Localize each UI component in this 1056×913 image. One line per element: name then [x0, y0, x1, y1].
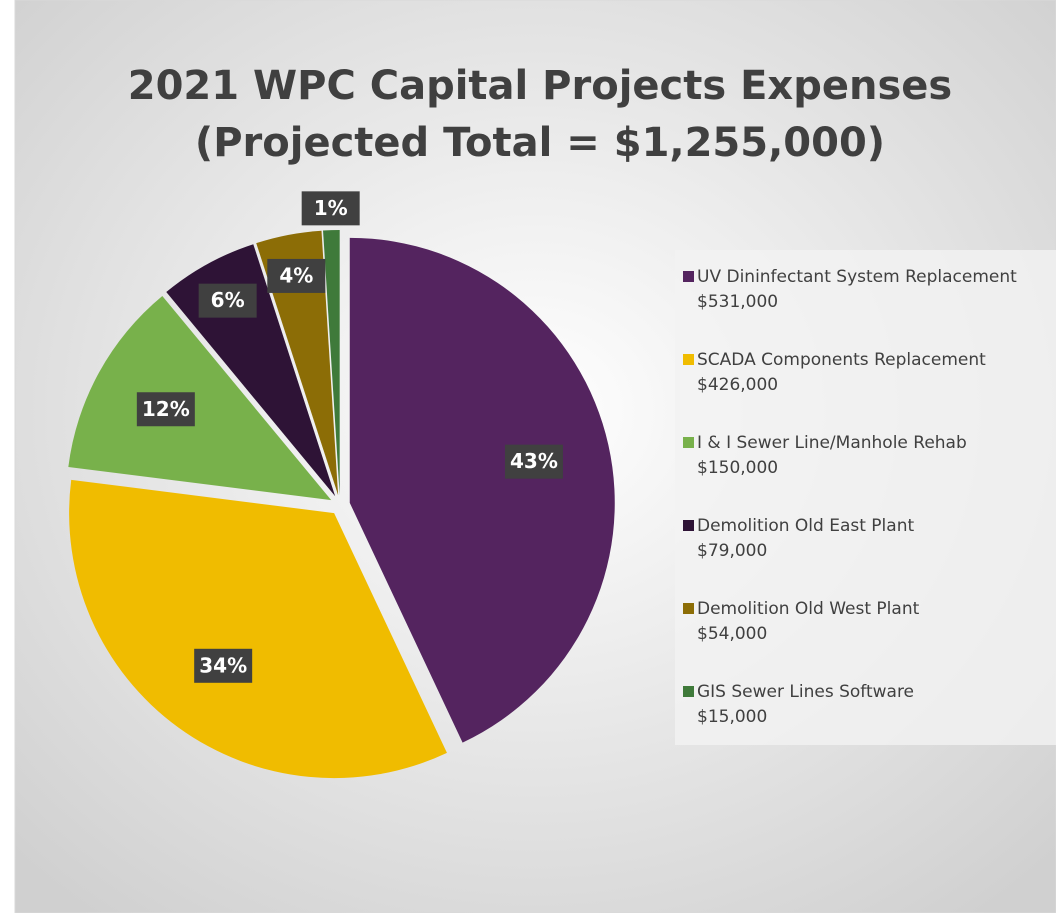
legend-swatch — [683, 603, 694, 614]
pie-slice — [69, 479, 447, 779]
legend-amount: $150,000 — [697, 458, 778, 478]
chart-title: 2021 WPC Capital Projects Expenses — [128, 63, 952, 109]
legend-label: Demolition Old West Plant — [697, 599, 920, 619]
data-label: 12% — [142, 397, 190, 421]
data-label: 4% — [279, 263, 313, 287]
data-label-box — [504, 444, 563, 479]
pie-slice — [349, 237, 615, 743]
pie-slice — [256, 230, 339, 496]
data-label-box — [301, 191, 360, 226]
legend-label: I & I Sewer Line/Manhole Rehab — [697, 433, 967, 453]
data-label-box — [136, 392, 195, 427]
legend-label: Demolition Old East Plant — [697, 516, 914, 536]
legend-amount: $531,000 — [697, 292, 778, 312]
legend-amount: $426,000 — [697, 375, 778, 395]
legend-swatch — [683, 354, 694, 365]
pie-slice — [68, 295, 332, 501]
legend-amount: $79,000 — [697, 541, 767, 561]
data-label: 34% — [199, 653, 247, 677]
legend-swatch — [683, 437, 694, 448]
legend-amount: $54,000 — [697, 624, 767, 644]
legend-swatch — [683, 271, 694, 282]
pie-slice — [323, 230, 340, 496]
legend-label: GIS Sewer Lines Software — [697, 682, 914, 702]
legend-swatch — [683, 686, 694, 697]
legend-label: SCADA Components Replacement — [697, 350, 986, 370]
data-label: 6% — [211, 288, 245, 312]
data-label-box — [267, 258, 326, 293]
data-label: 43% — [510, 449, 558, 473]
data-label-box — [198, 283, 257, 318]
data-label: 1% — [314, 196, 348, 220]
legend-label: UV Dininfectant System Replacement — [697, 267, 1017, 287]
legend-swatch — [683, 520, 694, 531]
chart-title: (Projected Total = $1,255,000) — [195, 120, 885, 166]
data-label-box — [194, 648, 253, 683]
legend-box — [675, 250, 1056, 745]
legend-amount: $15,000 — [697, 707, 767, 727]
